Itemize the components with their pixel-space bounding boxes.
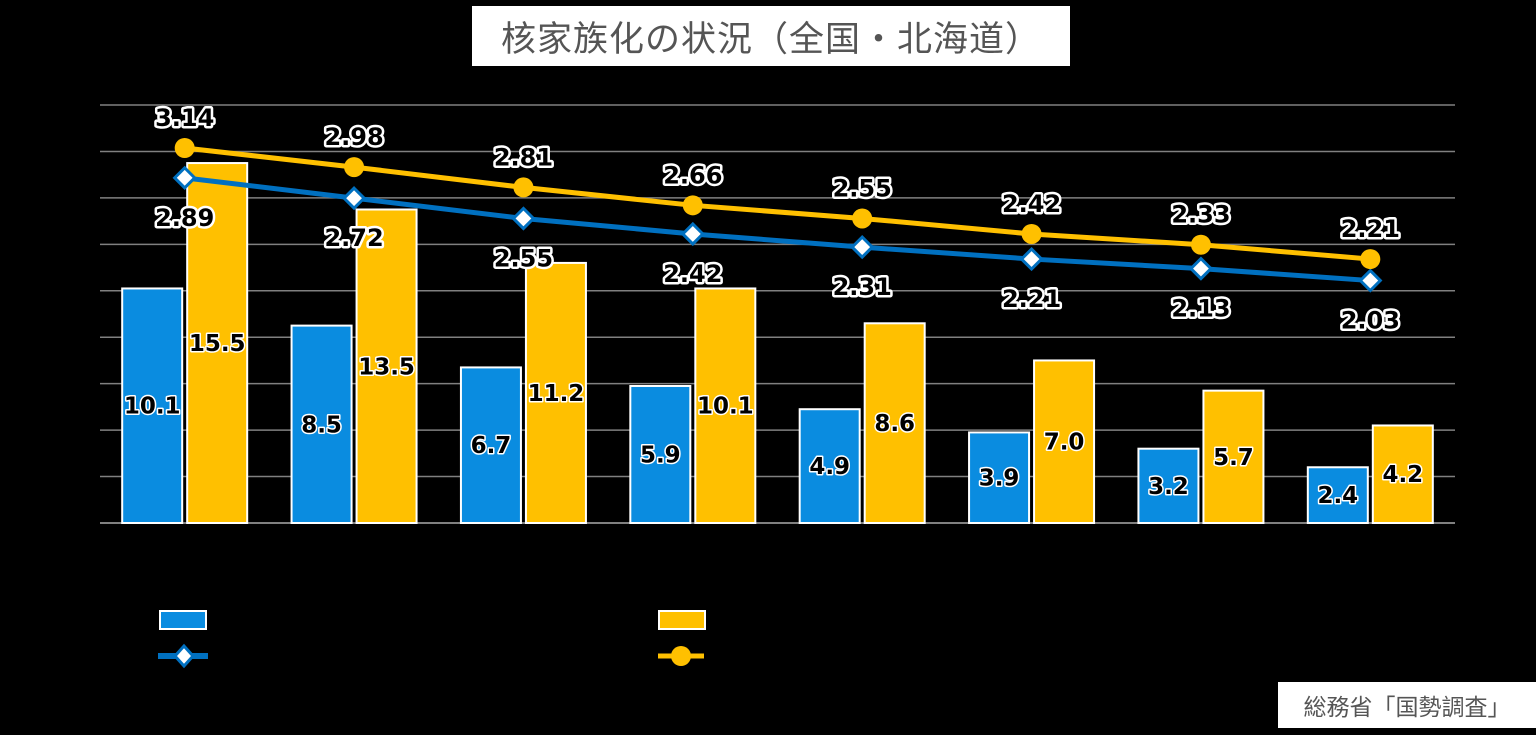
bar-label-hokkaido: 10.1 [697, 394, 754, 420]
line-label-national: 2.42 [663, 260, 722, 288]
diamond-marker-icon [1188, 256, 1214, 281]
bar-hokkaido [1202, 389, 1265, 524]
bar-national [290, 324, 353, 524]
circle-marker-icon [513, 177, 534, 198]
line-label-hokkaido: 2.66 [663, 161, 722, 189]
legend-circle-marker-icon [671, 646, 691, 666]
line-label-national: 2.21 [1002, 285, 1061, 313]
line-label-hokkaido: 3.14 [155, 104, 214, 132]
line-label-national: 2.72 [324, 224, 383, 252]
line-label-national: 2.03 [1341, 307, 1400, 335]
diamond-marker-icon [850, 234, 875, 260]
line-label-hokkaido: 2.42 [1002, 190, 1061, 218]
circle-marker-icon [682, 195, 703, 216]
bar-national [968, 431, 1031, 524]
diamond-marker-icon [1019, 246, 1044, 272]
bar-label-hokkaido: 11.2 [528, 381, 585, 407]
line-label-hokkaido: 2.55 [833, 174, 892, 202]
line-label-national: 2.55 [494, 244, 553, 272]
bar-label-national: 3.2 [1148, 474, 1189, 500]
line-label-hokkaido: 2.33 [1171, 201, 1230, 229]
bar-national [629, 384, 692, 524]
bar-hokkaido [186, 162, 249, 525]
circle-marker-icon [344, 157, 365, 178]
bar-hokkaido [863, 322, 926, 524]
diamond-marker-icon [511, 206, 536, 231]
bar-national [1137, 447, 1200, 525]
line-label-national: 2.31 [833, 273, 892, 301]
bar-national [798, 408, 861, 525]
legend [158, 610, 706, 669]
bar-hokkaido [694, 287, 757, 525]
circle-marker-icon [1021, 223, 1042, 244]
bars: 10.1 15.5 8.5 13.5 6.7 11.2 5.9 10.1 4.9 8.6 3.9 7.… [121, 162, 1434, 525]
bar-hokkaido [1033, 359, 1096, 525]
bar-hokkaido [524, 261, 587, 524]
line-label-national: 2.89 [155, 204, 214, 232]
bar-label-hokkaido: 5.7 [1213, 445, 1254, 471]
bar-label-national: 5.9 [640, 442, 681, 468]
bar-hokkaido [355, 208, 418, 524]
bar-label-hokkaido: 8.6 [874, 411, 915, 437]
diamond-marker-icon [172, 165, 197, 190]
line-hokkaido [184, 145, 1371, 262]
circle-marker-icon [852, 208, 873, 229]
line-label-national: 2.13 [1171, 295, 1230, 323]
legend-blue-bar-swatch-icon [159, 610, 207, 630]
line-label-hokkaido: 2.98 [324, 123, 383, 151]
line-label-hokkaido: 2.21 [1341, 215, 1400, 243]
bar-label-hokkaido: 15.5 [189, 331, 246, 357]
bar-label-hokkaido: 4.2 [1382, 462, 1423, 488]
bar-hokkaido [1371, 424, 1434, 525]
bar-label-national: 3.9 [979, 466, 1020, 492]
circle-marker-icon [174, 137, 195, 158]
bar-label-national: 2.4 [1317, 483, 1358, 509]
line-national [184, 175, 1371, 284]
bar-label-national: 6.7 [471, 433, 512, 459]
source-box: 総務省「国勢調査」 [1278, 682, 1536, 728]
chart-title: 核家族化の状況（全国・北海道） [500, 19, 1041, 60]
bar-label-national: 4.9 [809, 454, 850, 480]
circle-marker-icon [1360, 249, 1381, 270]
diamond-marker-icon [1358, 268, 1383, 293]
diamond-marker-icon [341, 186, 367, 211]
bar-national [1306, 466, 1369, 524]
bar-label-national: 8.5 [301, 412, 342, 438]
bar-label-hokkaido: 7.0 [1044, 430, 1085, 456]
bar-national [459, 366, 522, 524]
diamond-marker-icon [680, 221, 705, 247]
chart-title-box: 核家族化の状況（全国・北海道） [472, 6, 1070, 66]
legend-diamond-marker-icon [172, 643, 196, 669]
legend-yellow-bar-swatch-icon [658, 610, 706, 630]
line-label-hokkaido: 2.81 [494, 143, 553, 171]
bar-label-national: 10.1 [124, 394, 181, 420]
bar-label-hokkaido: 13.5 [358, 354, 415, 380]
circle-marker-icon [1190, 234, 1211, 255]
source-note: 総務省「国勢調査」 [1303, 695, 1511, 721]
bar-national [121, 287, 184, 525]
